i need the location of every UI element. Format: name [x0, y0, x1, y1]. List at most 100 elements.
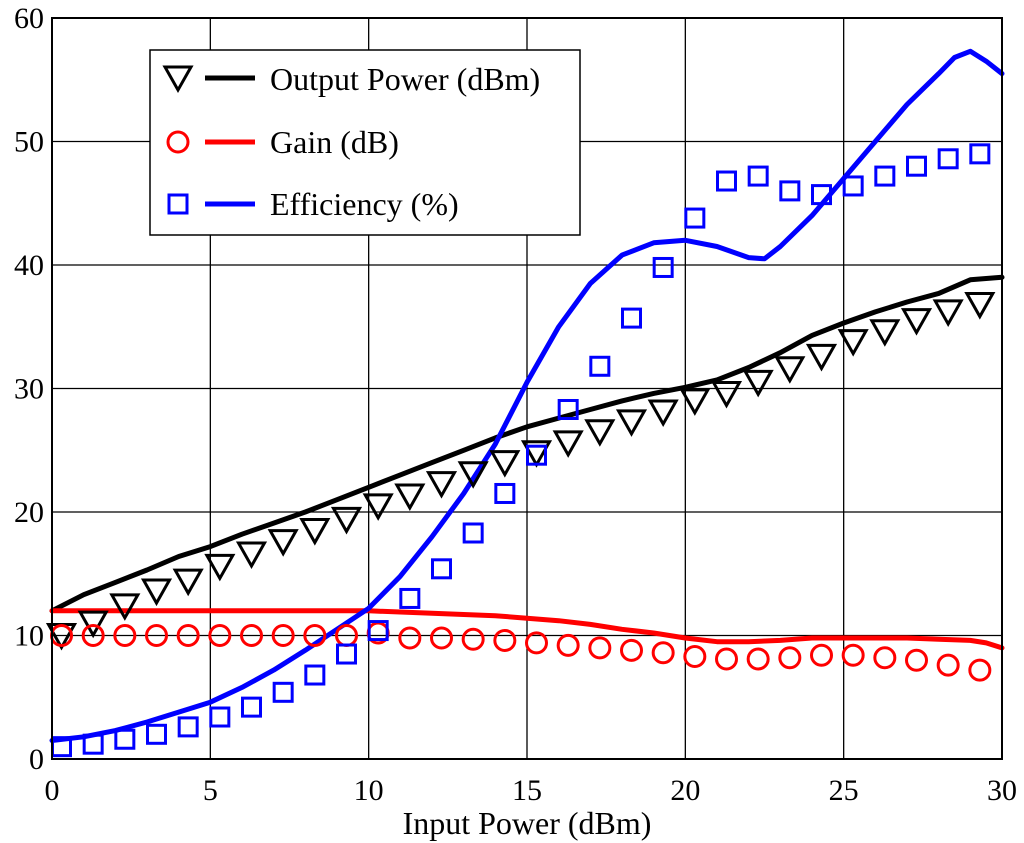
data-point-circle	[81, 624, 105, 647]
data-point-circle	[240, 624, 263, 647]
data-point-square	[811, 184, 832, 206]
data-point-circle	[525, 631, 548, 655]
data-point-circle	[271, 624, 295, 647]
x-tick-label: 25	[829, 774, 859, 807]
data-point-triangle	[77, 610, 109, 639]
data-point-circle	[715, 647, 738, 671]
data-point-square	[684, 207, 706, 229]
data-point-triangle	[679, 388, 711, 416]
x-tick-label: 30	[987, 774, 1017, 807]
data-point-circle	[778, 646, 802, 670]
data-point-triangle	[805, 343, 838, 372]
data-point-triangle	[774, 356, 806, 384]
data-point-circle	[398, 626, 422, 650]
data-point-circle	[683, 644, 707, 668]
y-tick-label: 0	[29, 743, 44, 776]
data-point-square	[842, 175, 864, 197]
data-point-circle	[746, 647, 770, 671]
data-point-circle	[905, 648, 928, 672]
data-point-triangle	[837, 329, 869, 357]
data-point-square	[906, 155, 927, 177]
x-tick-label: 0	[45, 774, 60, 807]
data-point-triangle	[362, 493, 394, 521]
data-point-circle	[493, 628, 517, 652]
data-point-square	[304, 664, 326, 686]
data-point-square	[589, 355, 611, 377]
data-point-circle	[841, 643, 865, 667]
data-point-square	[241, 696, 262, 718]
y-tick-label: 40	[14, 249, 44, 282]
data-point-triangle	[457, 461, 489, 489]
x-tick-label: 20	[670, 774, 700, 807]
data-point-triangle	[647, 399, 679, 428]
data-point-triangle	[932, 299, 964, 327]
data-point-square	[494, 482, 516, 504]
data-point-triangle	[489, 450, 521, 478]
data-point-triangle	[425, 471, 458, 499]
data-point-square	[526, 444, 547, 466]
y-tick-label: 50	[14, 126, 44, 159]
data-point-square	[367, 620, 389, 642]
data-point-triangle	[330, 506, 363, 535]
data-point-square	[146, 723, 167, 745]
data-point-square	[969, 143, 991, 165]
legend-entry-output-power: Output Power (dBm)	[162, 61, 540, 97]
data-point-triangle	[140, 578, 173, 607]
data-point-triangle	[615, 409, 648, 437]
data-point-square	[716, 170, 737, 192]
legend: Output Power (dBm) Gain (dB) Efficiency …	[149, 49, 581, 236]
legend-label-output-power: Output Power (dBm)	[270, 61, 540, 97]
y-tick-label: 60	[14, 2, 44, 35]
data-point-square	[557, 398, 579, 420]
data-point-triangle	[964, 292, 996, 320]
data-point-triangle	[584, 419, 616, 447]
circle-marker-icon	[166, 130, 190, 154]
x-tick-label: 15	[512, 774, 542, 807]
data-point-triangle	[109, 593, 141, 621]
data-point-circle	[430, 626, 453, 650]
data-point-triangle	[710, 380, 743, 409]
data-point-square	[82, 733, 104, 755]
data-point-square	[652, 256, 674, 278]
data-point-circle	[208, 624, 232, 647]
x-axis-label: Input Power (dBm)	[403, 805, 652, 841]
legend-entry-efficiency: Efficiency (%)	[167, 186, 459, 222]
x-tick-label: 5	[203, 774, 218, 807]
data-point-circle	[651, 641, 675, 665]
series-line	[49, 48, 1005, 743]
data-point-circle	[588, 636, 612, 660]
data-point-triangle	[520, 440, 553, 468]
legend-entry-gain: Gain (dB)	[166, 124, 399, 160]
data-point-triangle	[299, 518, 331, 546]
data-point-square	[462, 522, 484, 544]
y-tick-label: 20	[14, 496, 44, 529]
plot-frame	[51, 17, 1003, 760]
data-point-circle	[936, 653, 960, 677]
data-point-triangle	[172, 568, 204, 597]
data-point-circle	[113, 624, 137, 647]
tick-labels: 0 5 10 15 20 25 30 0 10 20 30 40 50 60	[14, 2, 1017, 807]
data-point-square	[431, 558, 452, 580]
data-point-circle	[461, 627, 485, 651]
data-series	[45, 48, 1005, 758]
data-point-square	[874, 165, 896, 187]
data-point-circle	[620, 638, 643, 662]
data-point-circle	[873, 646, 897, 670]
data-point-square	[621, 307, 642, 329]
series-line	[49, 274, 1005, 614]
data-point-circle	[176, 624, 200, 647]
data-point-triangle	[552, 430, 584, 458]
data-point-circle	[556, 633, 580, 657]
data-point-circle	[968, 658, 992, 682]
x-tick-label: 10	[354, 774, 384, 807]
square-marker-icon	[167, 193, 189, 215]
data-point-square	[336, 643, 357, 665]
data-point-triangle	[742, 369, 774, 398]
data-point-circle	[145, 624, 168, 647]
triangle-down-marker-icon	[162, 65, 194, 94]
data-point-triangle	[900, 308, 933, 336]
series-line	[49, 608, 1005, 651]
data-point-square	[779, 180, 801, 202]
data-point-square	[747, 165, 769, 187]
